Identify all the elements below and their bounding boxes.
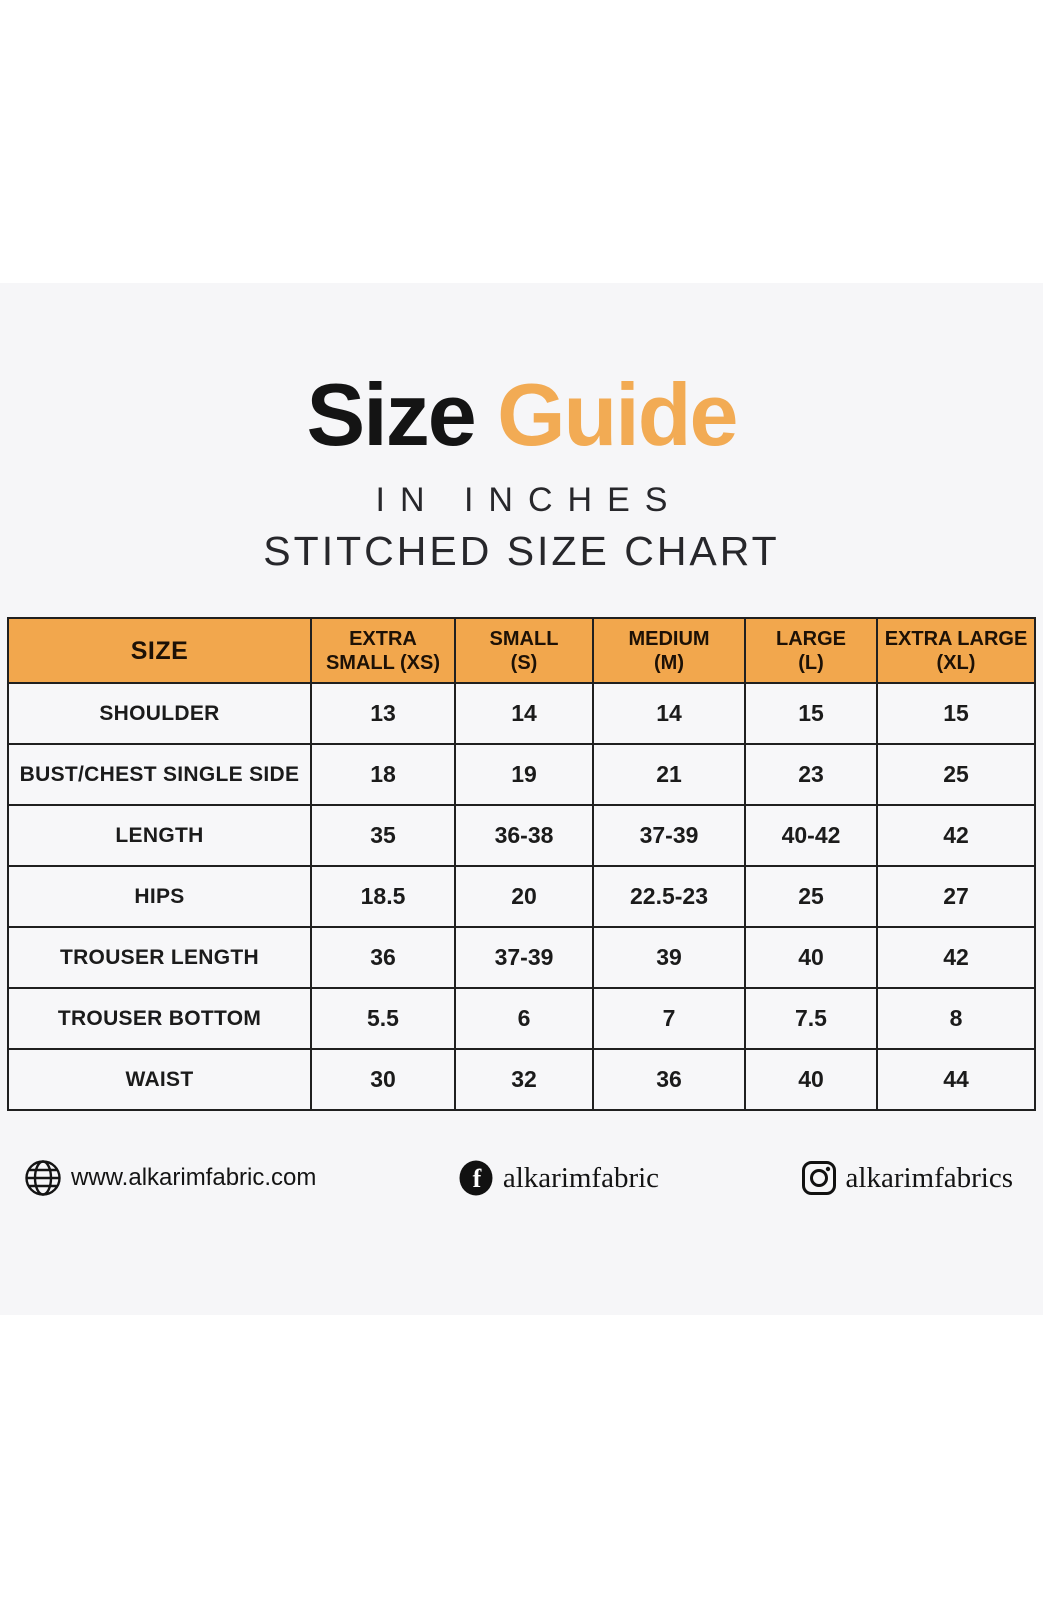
page-title-size: Size — [306, 365, 477, 464]
cell-value: 7.5 — [744, 987, 878, 1050]
instagram-handle: alkarimfabrics — [845, 1161, 1013, 1194]
row-label: WAIST — [7, 1048, 312, 1111]
table-row-waist: WAIST 30 32 36 40 44 — [7, 1048, 1036, 1111]
cell-value: 19 — [454, 743, 594, 806]
header-cell-extra-large: EXTRA LARGE (XL) — [876, 617, 1036, 684]
row-label: HIPS — [7, 865, 312, 928]
subtitle-stitched-size-chart: STITCHED SIZE CHART — [263, 528, 780, 574]
cell-value: 25 — [876, 743, 1036, 806]
table-row-shoulder: SHOULDER 13 14 14 15 15 — [7, 682, 1036, 745]
cell-value: 37-39 — [592, 804, 746, 867]
cell-value: 14 — [454, 682, 594, 745]
row-label: LENGTH — [7, 804, 312, 867]
cell-value: 5.5 — [310, 987, 456, 1050]
facebook-icon: f — [458, 1160, 494, 1196]
cell-value: 21 — [592, 743, 746, 806]
footer: www.alkarimfabric.com f alkarimfabric al… — [24, 1159, 1013, 1197]
header-cell-small: SMALL (S) — [454, 617, 594, 684]
cell-value: 35 — [310, 804, 456, 867]
cell-value: 13 — [310, 682, 456, 745]
table-row-trouser-bottom: TROUSER BOTTOM 5.5 6 7 7.5 8 — [7, 987, 1036, 1050]
row-label: BUST/CHEST SINGLE SIDE — [7, 743, 312, 806]
cell-value: 40-42 — [744, 804, 878, 867]
table-header-row: SIZE EXTRA SMALL (XS) SMALL (S) MEDIUM (M) … — [7, 617, 1036, 684]
cell-value: 36 — [310, 926, 456, 989]
cell-value: 23 — [744, 743, 878, 806]
cell-value: 30 — [310, 1048, 456, 1111]
cell-value: 6 — [454, 987, 594, 1050]
cell-value: 14 — [592, 682, 746, 745]
table-row-hips: HIPS 18.5 20 22.5-23 25 27 — [7, 865, 1036, 928]
cell-value: 25 — [744, 865, 878, 928]
cell-value: 40 — [744, 1048, 878, 1111]
row-label: SHOULDER — [7, 682, 312, 745]
header-cell-large: LARGE (L) — [744, 617, 878, 684]
cell-value: 32 — [454, 1048, 594, 1111]
header-cell-size: SIZE — [7, 617, 312, 684]
row-label: TROUSER BOTTOM — [7, 987, 312, 1050]
page-title: Size Guide — [0, 371, 1043, 459]
cell-value: 36-38 — [454, 804, 594, 867]
cell-value: 44 — [876, 1048, 1036, 1111]
facebook-item: f alkarimfabric — [458, 1160, 659, 1196]
cell-value: 27 — [876, 865, 1036, 928]
table-row-trouser-length: TROUSER LENGTH 36 37-39 39 40 42 — [7, 926, 1036, 989]
size-guide-panel: Size Guide IN INCHES STITCHED SIZE CHART… — [0, 283, 1043, 1315]
globe-icon — [24, 1159, 62, 1197]
header-cell-medium: MEDIUM (M) — [592, 617, 746, 684]
svg-text:f: f — [473, 1164, 482, 1193]
instagram-icon — [801, 1160, 837, 1196]
cell-value: 7 — [592, 987, 746, 1050]
row-label: TROUSER LENGTH — [7, 926, 312, 989]
cell-value: 18 — [310, 743, 456, 806]
cell-value: 15 — [876, 682, 1036, 745]
website-item: www.alkarimfabric.com — [24, 1159, 316, 1197]
website-text: www.alkarimfabric.com — [71, 1164, 317, 1191]
table-row-length: LENGTH 35 36-38 37-39 40-42 42 — [7, 804, 1036, 867]
size-chart-table: SIZE EXTRA SMALL (XS) SMALL (S) MEDIUM (M) … — [7, 617, 1036, 1111]
cell-value: 15 — [744, 682, 878, 745]
title-block: Size Guide IN INCHES STITCHED SIZE CHART — [0, 283, 1043, 575]
cell-value: 36 — [592, 1048, 746, 1111]
subtitle-in-inches: IN INCHES — [375, 481, 683, 519]
cell-value: 18.5 — [310, 865, 456, 928]
cell-value: 37-39 — [454, 926, 594, 989]
page-title-guide: Guide — [497, 365, 738, 464]
cell-value: 42 — [876, 926, 1036, 989]
cell-value: 39 — [592, 926, 746, 989]
cell-value: 22.5-23 — [592, 865, 746, 928]
cell-value: 42 — [876, 804, 1036, 867]
instagram-item: alkarimfabrics — [801, 1160, 1013, 1196]
cell-value: 20 — [454, 865, 594, 928]
header-cell-extra-small: EXTRA SMALL (XS) — [310, 617, 456, 684]
table-row-bust-chest: BUST/CHEST SINGLE SIDE 18 19 21 23 25 — [7, 743, 1036, 806]
facebook-handle: alkarimfabric — [502, 1161, 660, 1194]
cell-value: 8 — [876, 987, 1036, 1050]
cell-value: 40 — [744, 926, 878, 989]
